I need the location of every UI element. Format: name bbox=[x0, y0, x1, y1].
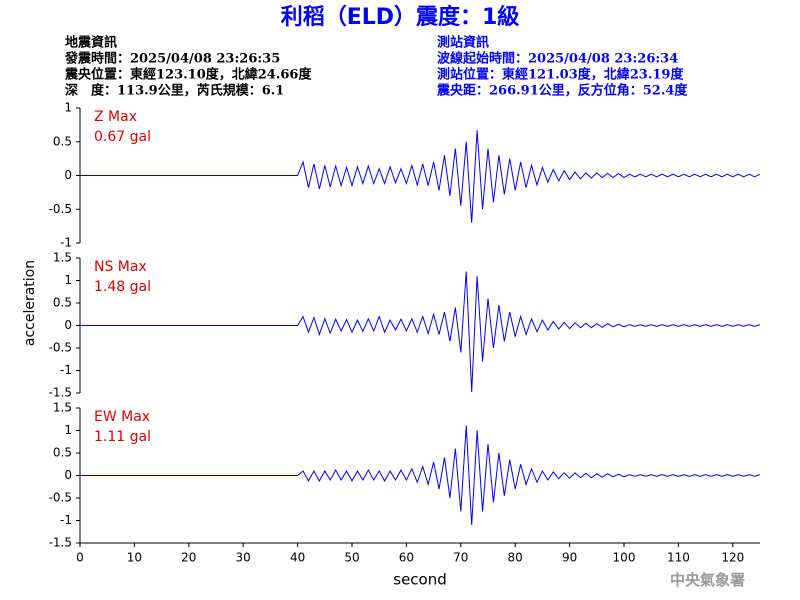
panel-label: Z Max bbox=[94, 109, 137, 125]
y-tick-label: 1 bbox=[64, 101, 72, 115]
x-tick-label: 10 bbox=[127, 551, 142, 565]
max-label: 0.67 gal bbox=[94, 129, 151, 145]
station-info: 測站資訊 bbox=[437, 35, 489, 51]
x-tick-label: 30 bbox=[236, 551, 251, 565]
y-tick-label: -1 bbox=[60, 236, 72, 250]
y-tick-label: -1 bbox=[60, 363, 72, 377]
y-tick-label: 0 bbox=[64, 168, 72, 182]
y-tick-label: 0.5 bbox=[53, 134, 72, 148]
credit: 中央氣象署 bbox=[670, 571, 745, 589]
y-tick-label: -1.5 bbox=[49, 386, 72, 400]
y-tick-label: 0.5 bbox=[53, 296, 72, 310]
x-tick-label: 40 bbox=[290, 551, 305, 565]
waveform bbox=[80, 130, 761, 223]
x-tick-label: 0 bbox=[76, 551, 84, 565]
x-tick-label: 120 bbox=[721, 551, 744, 565]
station-info: 波線起始時間：2025/04/08 23:26:34 bbox=[437, 51, 678, 67]
chart-title: 利稻（ELD）震度：1級 bbox=[281, 4, 520, 30]
y-tick-label: 1 bbox=[64, 423, 72, 437]
x-axis-label: second bbox=[393, 571, 447, 589]
station-info: 深 度：113.9公里，芮氏規模：6.1 bbox=[65, 83, 284, 99]
panel-label: NS Max bbox=[94, 259, 147, 275]
y-tick-label: 0 bbox=[64, 468, 72, 482]
station-info: 測站位置：東經121.03度，北緯23.19度 bbox=[437, 67, 684, 83]
max-label: 1.11 gal bbox=[94, 429, 151, 445]
y-tick-label: -1.5 bbox=[49, 536, 72, 550]
y-tick-label: -0.5 bbox=[49, 202, 72, 216]
max-label: 1.48 gal bbox=[94, 279, 151, 295]
x-tick-label: 60 bbox=[399, 551, 414, 565]
x-tick-label: 90 bbox=[562, 551, 577, 565]
waveform bbox=[80, 271, 761, 393]
x-tick-label: 100 bbox=[613, 551, 636, 565]
y-tick-label: -1 bbox=[60, 513, 72, 527]
station-info: 發震時間：2025/04/08 23:26:35 bbox=[64, 51, 280, 67]
station-info: 震央距：266.91公里，反方位角：52.4度 bbox=[436, 83, 688, 99]
x-tick-label: 20 bbox=[181, 551, 196, 565]
y-tick-label: -0.5 bbox=[49, 491, 72, 505]
y-tick-label: 1.5 bbox=[53, 401, 72, 415]
x-tick-label: 80 bbox=[508, 551, 523, 565]
y-tick-label: 0 bbox=[64, 318, 72, 332]
station-info: 震央位置：東經123.10度，北緯24.66度 bbox=[64, 67, 312, 83]
y-axis-label: acceleration bbox=[22, 260, 38, 346]
waveform bbox=[80, 425, 761, 526]
x-tick-label: 110 bbox=[667, 551, 690, 565]
station-info: 地震資訊 bbox=[65, 35, 117, 51]
y-tick-label: 0.5 bbox=[53, 446, 72, 460]
y-tick-label: 1 bbox=[64, 273, 72, 287]
panel-label: EW Max bbox=[94, 409, 150, 425]
x-tick-label: 50 bbox=[344, 551, 359, 565]
y-tick-label: 1.5 bbox=[53, 251, 72, 265]
y-tick-label: -0.5 bbox=[49, 341, 72, 355]
x-tick-label: 70 bbox=[453, 551, 468, 565]
